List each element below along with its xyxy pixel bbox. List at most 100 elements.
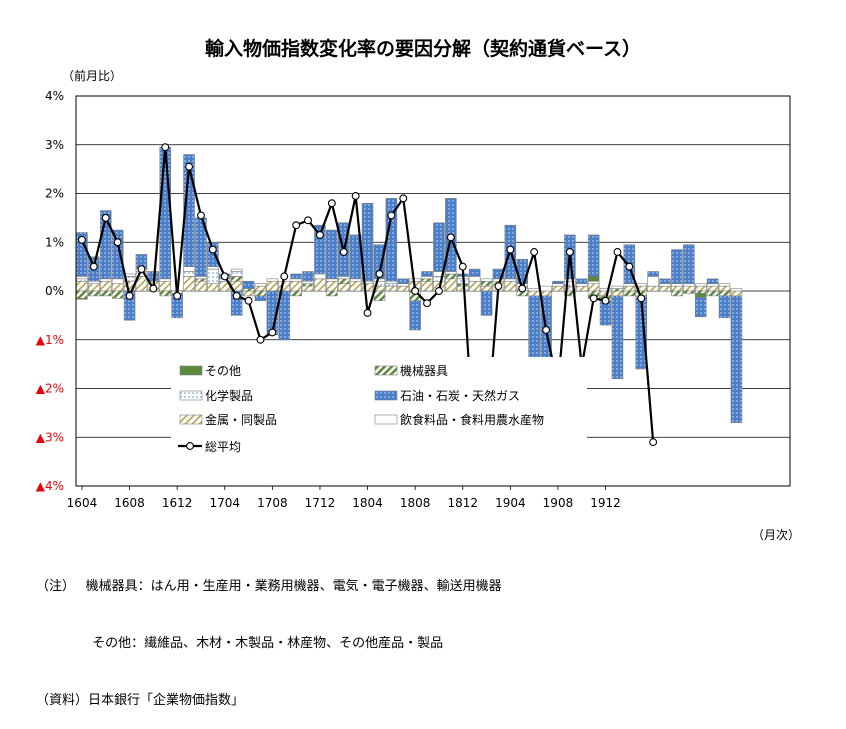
legend-label-5: 飲食料品・食料用農水産物	[400, 412, 544, 427]
average-point-13	[232, 291, 241, 300]
bar-seg-3-20	[314, 224, 326, 275]
bar-seg-3-7	[159, 146, 172, 280]
bar-seg-0-0	[76, 298, 88, 300]
bar-seg-5-49	[659, 283, 671, 287]
average-point-26	[387, 211, 396, 220]
bar-seg-3-17	[278, 290, 291, 341]
average-point-14	[244, 296, 253, 305]
bar-seg-4-3	[111, 283, 124, 292]
bar-seg-5-35	[492, 278, 505, 282]
bar-seg-4-42	[575, 285, 588, 292]
average-point-44	[601, 296, 610, 305]
bar-seg-3-43	[587, 234, 600, 277]
bar-seg-5-55	[730, 288, 743, 292]
bar-seg-5-19	[302, 280, 314, 284]
bar-seg-4-29	[421, 280, 433, 292]
legend-swatch-4	[179, 414, 203, 425]
note-machinery: （注） 機械器具：はん用・生産用・業務用機器、電気・電子機器、輸送用機器	[36, 579, 502, 594]
x-tick-label-0: 1604	[67, 496, 98, 510]
bar-seg-1-31	[445, 273, 457, 280]
bar-seg-5-46	[623, 283, 636, 287]
bar-seg-3-27	[397, 278, 410, 284]
bar-seg-3-9	[183, 154, 195, 267]
bar-seg-5-34	[480, 278, 493, 282]
bar-seg-5-48	[647, 276, 659, 287]
legend-swatch-3	[374, 390, 398, 401]
bar-seg-1-21	[326, 290, 338, 297]
x-tick-label-11: 1912	[590, 496, 621, 510]
x-tick-label-9: 1904	[495, 496, 526, 510]
bar-seg-5-31	[445, 271, 457, 275]
average-point-1	[89, 262, 98, 271]
plot-frame	[75, 95, 791, 487]
average-point-43	[589, 294, 598, 303]
legend-label-average: 総平均	[205, 440, 241, 454]
bar-seg-3-30	[433, 222, 445, 272]
bar-seg-1-15	[254, 290, 267, 297]
bar-seg-1-45	[611, 288, 624, 292]
bar-seg-5-21	[326, 278, 338, 282]
bar-seg-5-45	[611, 285, 624, 289]
bar-seg-5-16	[266, 278, 279, 282]
bar-seg-4-21	[326, 280, 338, 292]
legend-swatch-0	[179, 365, 203, 376]
bar-seg-3-33	[468, 268, 481, 277]
bar-seg-1-3	[111, 290, 124, 299]
bar-seg-3-49	[659, 278, 671, 284]
bar-seg-4-22	[337, 283, 350, 292]
average-point-41	[565, 248, 574, 256]
average-point-21	[327, 199, 336, 208]
bar-seg-4-55	[730, 290, 743, 297]
bar-seg-5-11	[207, 266, 219, 270]
bar-seg-1-18	[290, 290, 302, 297]
average-point-2	[101, 213, 110, 222]
y-tick-label-6: ▲2%	[36, 382, 64, 396]
bar-seg-3-48	[647, 271, 659, 277]
average-point-0	[77, 235, 86, 244]
bar-seg-1-54	[718, 290, 731, 297]
x-tick-label-6: 1804	[352, 496, 383, 510]
bar-seg-4-43	[587, 283, 600, 292]
bar-seg-3-19	[302, 271, 314, 282]
bar-seg-4-0	[76, 280, 88, 292]
bar-seg-3-34	[480, 290, 493, 316]
average-point-46	[625, 262, 634, 271]
bar-seg-4-1	[88, 283, 100, 292]
average-point-22	[339, 248, 348, 256]
bar-seg-4-48	[647, 285, 659, 292]
bar-seg-4-53	[706, 285, 719, 292]
average-point-24	[363, 308, 372, 317]
bar-seg-5-44	[599, 288, 612, 292]
bar-seg-5-33	[468, 276, 481, 282]
bar-seg-5-29	[421, 276, 433, 280]
bar-seg-4-40	[552, 285, 564, 292]
average-point-11	[208, 245, 217, 254]
bar-seg-3-45	[611, 295, 624, 380]
bar-seg-1-25	[373, 290, 386, 302]
legend-swatch-2	[179, 390, 203, 401]
bar-seg-3-55	[730, 295, 743, 423]
notes: （注） 機械器具：はん用・生産用・業務用機器、電気・電子機器、輸送用機器 その他…	[36, 539, 502, 729]
bar-seg-5-26	[385, 280, 398, 284]
bar-seg-5-51	[683, 283, 695, 287]
average-point-5	[137, 265, 146, 274]
average-point-35	[494, 282, 503, 291]
legend-label-3: 石油・石炭・天然ガス	[400, 388, 520, 403]
bar-seg-1-7	[159, 290, 172, 297]
average-point-38	[530, 248, 539, 256]
bar-seg-1-52	[694, 290, 707, 294]
legend-swatch-5	[374, 414, 398, 425]
bar-seg-1-41	[564, 290, 576, 297]
bar-seg-5-7	[159, 278, 172, 282]
y-tick-label-3: 1%	[45, 235, 64, 249]
average-point-47	[637, 294, 646, 303]
bar-seg-3-28	[409, 300, 421, 331]
bar-seg-4-36	[504, 280, 517, 292]
average-point-48	[649, 438, 658, 447]
bar-seg-4-45	[611, 290, 624, 297]
bar-seg-5-2	[99, 278, 112, 282]
legend-box	[171, 357, 587, 467]
bar-seg-5-54	[718, 283, 731, 287]
bar-seg-3-40	[552, 280, 564, 284]
bar-seg-5-52	[694, 283, 707, 287]
